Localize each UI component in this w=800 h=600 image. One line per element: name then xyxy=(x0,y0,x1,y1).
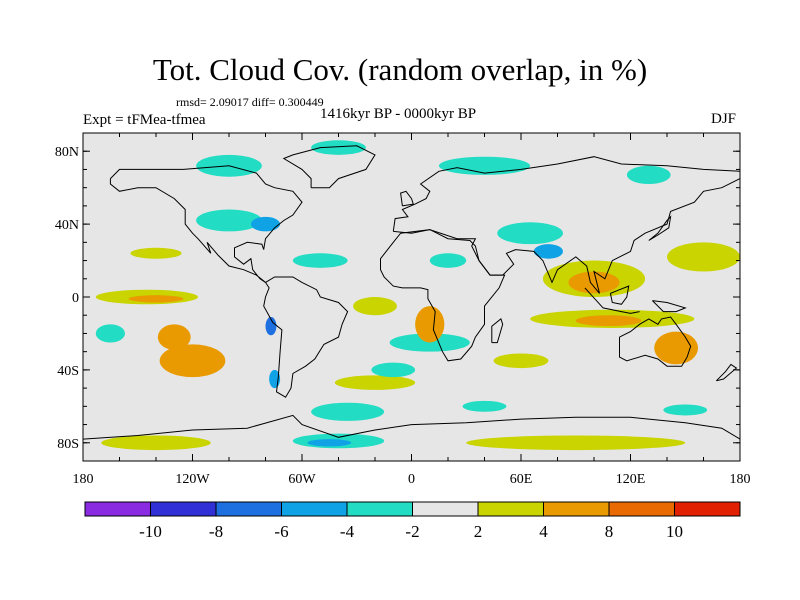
anomaly-region xyxy=(250,216,281,232)
anomaly-region xyxy=(654,331,699,365)
anomaly-region xyxy=(429,253,467,268)
anomaly-region xyxy=(311,402,385,421)
colorbar-swatch xyxy=(543,501,610,517)
coastline xyxy=(392,156,740,294)
anomaly-region xyxy=(575,315,642,327)
anomaly-region xyxy=(307,439,352,447)
lon-tick-label: 180 xyxy=(73,472,94,487)
coastline xyxy=(609,285,630,305)
colorbar-swatch xyxy=(674,501,741,517)
colorbar-label: 10 xyxy=(666,522,683,541)
lat-tick-label: 40S xyxy=(57,364,79,379)
anomaly-region xyxy=(265,317,277,336)
anomaly-region xyxy=(663,404,708,416)
anomaly-region xyxy=(497,222,563,245)
coastline xyxy=(652,300,687,313)
coastline xyxy=(282,145,376,189)
anomaly-region xyxy=(292,253,348,268)
colorbar-label: 4 xyxy=(539,522,548,541)
anomaly-region xyxy=(438,156,531,175)
colorbar-swatch xyxy=(150,501,217,517)
colorbar-label: 2 xyxy=(474,522,483,541)
coastline xyxy=(380,229,506,362)
colorbar-label: -6 xyxy=(274,522,288,541)
anomaly-region xyxy=(415,306,445,343)
coastline xyxy=(491,318,504,344)
coastline xyxy=(109,165,303,283)
anomaly-region xyxy=(493,353,549,369)
coastline xyxy=(619,316,692,367)
lon-tick-label: 180 xyxy=(730,472,751,487)
lat-tick-label: 80N xyxy=(55,145,79,160)
period-label: 1416kyr BP - 0000kyr BP xyxy=(320,106,477,122)
colorbar-label: -10 xyxy=(139,522,162,541)
colorbar-swatch xyxy=(215,501,282,517)
anomaly-region xyxy=(157,324,191,350)
coastline xyxy=(648,215,672,241)
anomaly-region xyxy=(667,242,740,272)
coastline xyxy=(83,414,740,440)
anomaly-region xyxy=(334,375,416,390)
colorbar xyxy=(84,501,741,517)
colorbar-label: 8 xyxy=(605,522,614,541)
anomaly-region xyxy=(533,244,563,259)
colorbar-label: -4 xyxy=(340,522,355,541)
latitude-axis: 80N 40N 0 40S 80S xyxy=(55,132,740,462)
coastline xyxy=(715,363,738,382)
anomaly-region xyxy=(626,165,671,185)
anomaly-region xyxy=(128,295,184,303)
colorbar-labels: -10 -8 -6 -4 -2 2 4 8 10 xyxy=(139,522,683,541)
anomaly-region xyxy=(196,209,262,232)
colorbar-swatch xyxy=(84,501,151,517)
lon-tick-label: 60W xyxy=(288,472,316,487)
lon-tick-label: 0 xyxy=(408,472,415,487)
anomaly-region xyxy=(101,435,211,451)
anomaly-region xyxy=(462,400,507,412)
colorbar-swatch xyxy=(281,501,348,517)
coastlines xyxy=(83,145,740,440)
colorbar-swatch xyxy=(346,501,413,517)
anomaly-region xyxy=(353,297,397,316)
experiment-label: Expt = tFMea-tfmea xyxy=(83,112,206,128)
anomaly-region xyxy=(95,324,125,343)
anomaly-region xyxy=(311,140,366,155)
lon-tick-label: 60E xyxy=(510,472,533,487)
longitude-axis: 180 120W 60W 0 60E 120E 180 xyxy=(73,133,751,487)
lat-tick-label: 40N xyxy=(55,218,79,233)
colorbar-swatch xyxy=(412,501,479,517)
lat-tick-label: 0 xyxy=(72,291,79,306)
season-label: DJF xyxy=(711,111,737,127)
colorbar-swatch xyxy=(477,501,544,517)
colorbar-swatch xyxy=(608,501,675,517)
coastline xyxy=(263,276,349,398)
lat-tick-label: 80S xyxy=(57,437,79,452)
lon-tick-label: 120E xyxy=(616,472,646,487)
anomaly-region xyxy=(371,362,416,378)
colorbar-label: -8 xyxy=(209,522,223,541)
anomaly-region xyxy=(568,271,620,294)
colorbar-label: -2 xyxy=(405,522,419,541)
anomaly-region xyxy=(130,247,182,259)
coastline xyxy=(400,190,414,207)
stats-line: rmsd= 2.09017 diff= 0.300449 xyxy=(176,95,324,109)
anomaly-region xyxy=(159,344,226,378)
lon-tick-label: 120W xyxy=(175,472,210,487)
anomaly-region xyxy=(466,435,686,451)
map-title: Tot. Cloud Cov. (random overlap, in %) xyxy=(152,52,648,87)
coastline xyxy=(584,287,640,314)
